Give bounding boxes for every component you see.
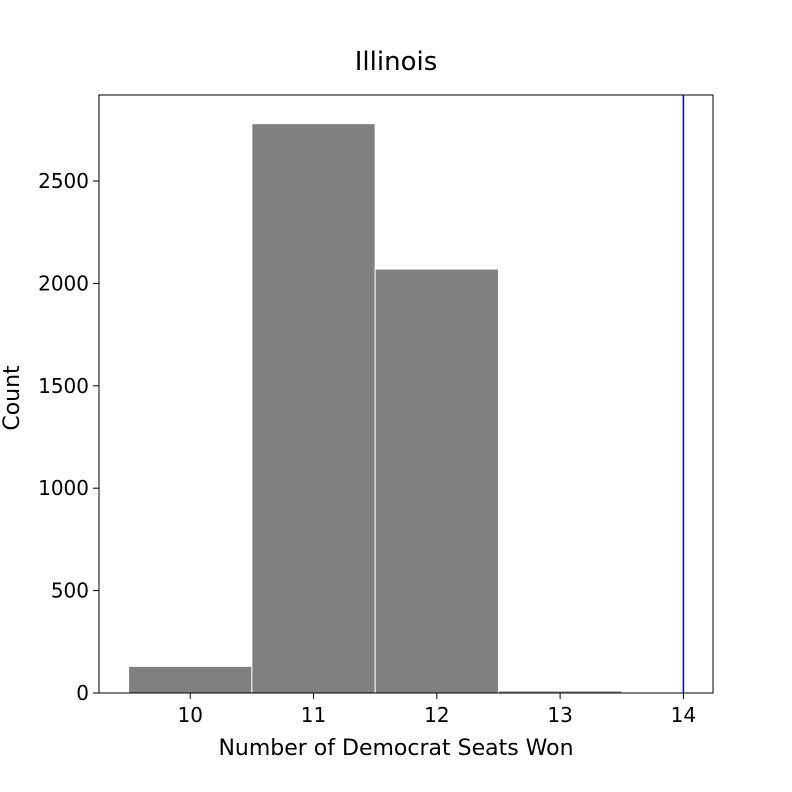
x-tick-label: 12 [424,703,449,727]
y-tick-label: 0 [76,681,89,705]
x-axis-ticks: 10 11 12 13 14 [178,693,696,727]
plot-frame [98,94,714,694]
y-tick-label: 2000 [38,271,89,295]
chart-title: Illinois [355,47,438,77]
y-axis-label: Count [0,365,25,431]
y-axis-ticks: 0 500 1000 1500 2000 2500 [38,169,99,705]
x-tick-label: 14 [671,703,696,727]
x-tick-label: 10 [178,703,203,727]
x-tick-label: 13 [547,703,572,727]
bar-10 [128,665,253,694]
x-axis-label: Number of Democrat Seats Won [218,736,573,761]
x-tick-label: 11 [301,703,326,727]
y-tick-label: 2500 [38,169,89,193]
y-tick-label: 1500 [38,374,89,398]
bars-layer [128,123,623,694]
bar-11 [251,123,376,694]
bar-12 [374,268,499,694]
y-tick-label: 500 [51,579,89,603]
y-tick-label: 1000 [38,476,89,500]
